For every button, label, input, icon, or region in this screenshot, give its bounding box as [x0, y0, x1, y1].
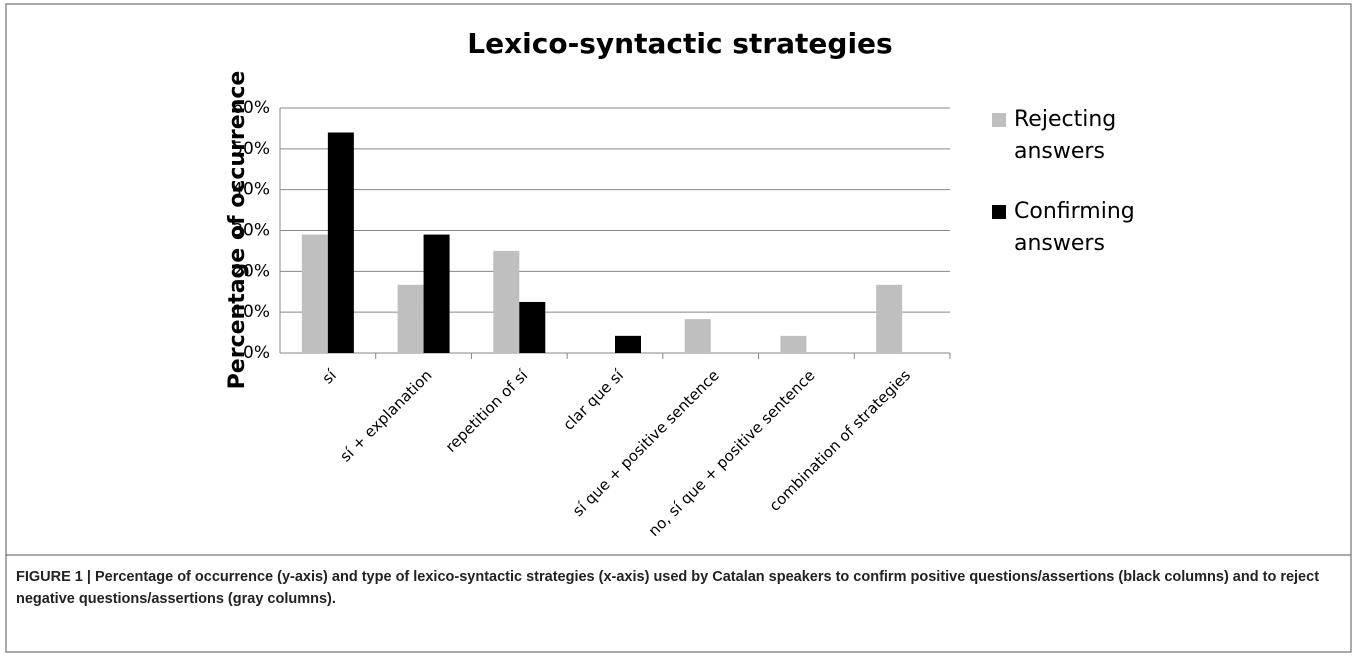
legend-entry: Confirming answers [992, 196, 1152, 260]
legend-entry: Rejecting answers [992, 104, 1152, 168]
legend-label: Rejecting answers [1014, 107, 1117, 164]
legend-swatch [992, 205, 1006, 219]
legend-label: Confirming answers [1014, 199, 1135, 256]
bar [519, 301, 546, 353]
bar [780, 335, 807, 353]
x-tick-label: sí + explanation [336, 366, 435, 465]
x-tick-label: no, sí que + positive sentence [645, 366, 819, 540]
legend-swatch [992, 113, 1006, 127]
y-tick-label: 30% [232, 221, 270, 241]
bar [615, 335, 641, 353]
x-tick-label: clar que sí [559, 366, 627, 434]
y-axis-label: Percentage of occurrence [225, 71, 250, 390]
caption: FIGURE 1 | Percentage of occurrence (y-a… [16, 569, 1320, 607]
y-tick-label: 20% [232, 261, 270, 281]
bar [397, 284, 424, 353]
y-tick-label: 10% [232, 302, 270, 322]
y-tick-label: 40% [232, 180, 270, 200]
bar [301, 234, 328, 353]
bar [327, 132, 354, 353]
y-tick-label: 0% [243, 343, 270, 363]
x-tick-label: repetition of sí [442, 366, 532, 456]
bar [493, 250, 520, 353]
x-tick-label: sí [319, 366, 341, 388]
bar [876, 284, 903, 353]
y-tick-label: 50% [232, 139, 270, 159]
y-tick-label: 60% [232, 98, 270, 118]
bar [423, 234, 450, 353]
bar [684, 319, 711, 353]
chart-title: Lexico-syntactic strategies [467, 27, 892, 60]
frame [5, 3, 1352, 653]
